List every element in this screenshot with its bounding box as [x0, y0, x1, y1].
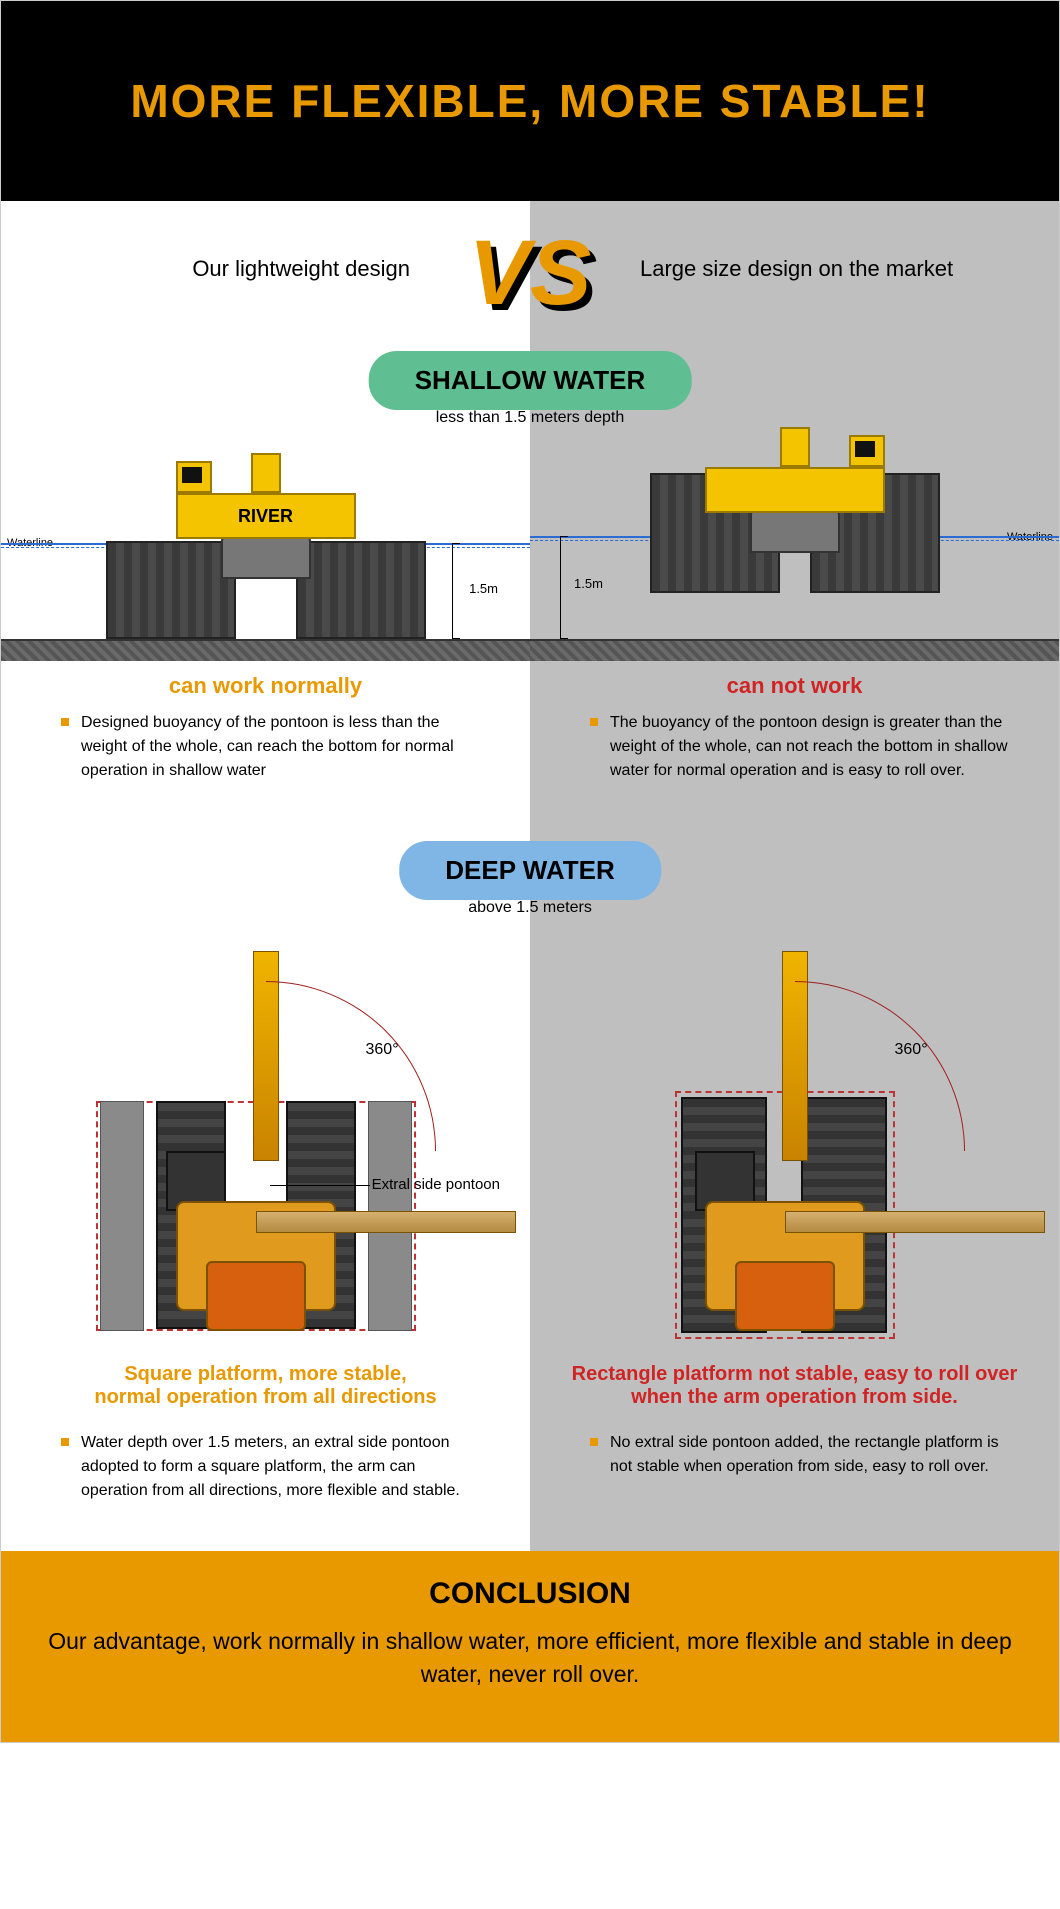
cab-icon [176, 461, 212, 493]
depth-dim [560, 536, 568, 639]
counterweight [206, 1261, 306, 1331]
hub [221, 535, 311, 579]
side-pontoon [100, 1101, 144, 1331]
callout-line [270, 1185, 370, 1186]
excavator-body: RIVER [176, 493, 356, 539]
deep-status-row: Square platform, more stable, normal ope… [1, 1351, 1059, 1431]
deep-bullets: Water depth over 1.5 meters, an extral s… [1, 1431, 1059, 1551]
callout-label: Extral side pontoon [372, 1176, 500, 1193]
topview-right: 360° [585, 951, 1005, 1331]
status-left: can work normally [1, 673, 530, 699]
deep-pill-row: DEEP WATER above 1.5 meters [1, 831, 1059, 931]
conclusion-title: CONCLUSION [41, 1577, 1019, 1611]
shallow-bullets: Designed buoyancy of the pontoon is less… [1, 711, 1059, 831]
depth-label: 1.5m [574, 576, 603, 591]
status-left: Square platform, more stable, normal ope… [61, 1363, 470, 1409]
bullet-text: Designed buoyancy of the pontoon is less… [61, 711, 480, 783]
shallow-pill-row: SHALLOW WATER less than 1.5 meters depth [1, 341, 1059, 441]
stack [780, 427, 810, 467]
excavator-body [705, 467, 885, 513]
rotation-arc [795, 981, 965, 1151]
shallow-diagram: Waterline Riverbed RIVER 1.5m Waterline … [1, 441, 1059, 661]
left-design-label: Our lightweight design [192, 256, 410, 282]
shallow-sub: less than 1.5 meters depth [436, 409, 625, 427]
rotation-label: 360° [895, 1041, 928, 1059]
depth-dim [452, 543, 460, 639]
pontoon [106, 541, 236, 639]
bullet-text: No extral side pontoon added, the rectan… [590, 1431, 1009, 1479]
deep-diagram: 360° Extral side pontoon 360° [1, 931, 1059, 1351]
arm-side [256, 1211, 516, 1233]
status-right: Rectangle platform not stable, easy to r… [570, 1363, 1019, 1409]
vs-text: VS [469, 221, 592, 326]
bullet-text: The buoyancy of the pontoon design is gr… [590, 711, 1009, 783]
topview-left: 360° [56, 951, 476, 1331]
right-design-label: Large size design on the market [640, 256, 953, 282]
hub [750, 509, 840, 553]
bullet-text: Water depth over 1.5 meters, an extral s… [61, 1431, 480, 1503]
conclusion-text: Our advantage, work normally in shallow … [41, 1625, 1019, 1692]
vs-row: Our lightweight design Large size design… [1, 201, 1059, 341]
pontoon [296, 541, 426, 639]
shallow-status-row: can work normally can not work [1, 661, 1059, 711]
rotation-label: 360° [366, 1041, 399, 1059]
excavator-side-left: RIVER [86, 469, 446, 639]
header: MORE FLEXIBLE, MORE STABLE! [1, 1, 1059, 201]
excavator-side-right [615, 469, 975, 639]
conclusion: CONCLUSION Our advantage, work normally … [1, 1551, 1059, 1742]
status-right: can not work [530, 673, 1059, 699]
deep-pill: DEEP WATER [399, 841, 661, 900]
arm-side [785, 1211, 1045, 1233]
stack [251, 453, 281, 493]
page-title: MORE FLEXIBLE, MORE STABLE! [130, 74, 929, 128]
depth-label: 1.5m [469, 581, 498, 596]
riverbed [1, 639, 530, 661]
rotation-arc [266, 981, 436, 1151]
shallow-pill: SHALLOW WATER [369, 351, 692, 410]
riverbed [530, 639, 1059, 661]
counterweight [735, 1261, 835, 1331]
deep-sub: above 1.5 meters [468, 899, 592, 917]
cab-icon [849, 435, 885, 467]
